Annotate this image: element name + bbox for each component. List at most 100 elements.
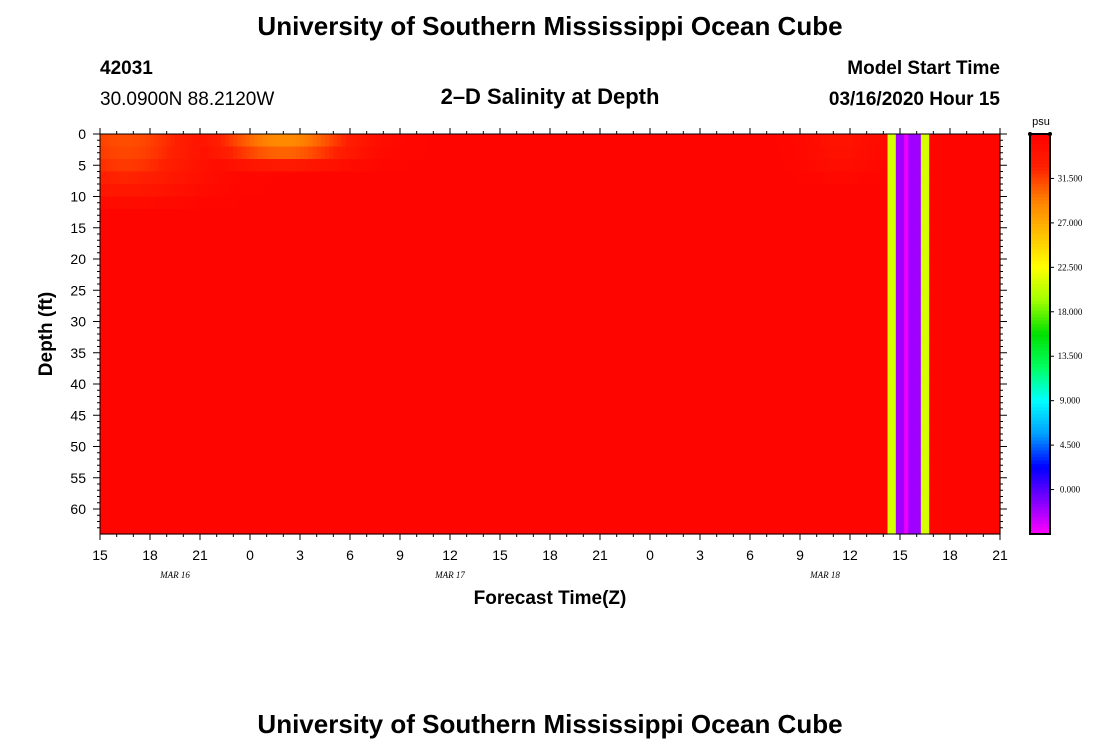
heatmap-cell bbox=[175, 234, 180, 248]
heatmap-cell bbox=[216, 171, 222, 185]
heatmap-cell bbox=[133, 434, 139, 448]
heatmap-cell bbox=[708, 421, 714, 435]
heatmap-cell bbox=[445, 171, 451, 185]
heatmap-cell bbox=[133, 459, 139, 473]
heatmap-cell bbox=[412, 409, 418, 423]
heatmap-cell bbox=[495, 134, 501, 148]
heatmap-cell bbox=[416, 371, 422, 385]
heatmap-cell bbox=[550, 146, 555, 160]
heatmap-cell bbox=[683, 434, 689, 448]
heatmap-cell bbox=[704, 134, 709, 148]
heatmap-cell bbox=[100, 334, 105, 348]
heatmap-cell bbox=[245, 171, 251, 185]
heatmap-cell bbox=[375, 459, 380, 473]
heatmap-cell bbox=[300, 409, 305, 423]
heatmap-cell bbox=[587, 259, 593, 273]
heatmap-cell bbox=[525, 359, 530, 373]
heatmap-cell bbox=[270, 259, 276, 273]
heatmap-cell bbox=[162, 509, 168, 523]
heatmap-cell bbox=[320, 296, 326, 310]
heatmap-cell bbox=[258, 446, 264, 460]
heatmap-cell bbox=[187, 246, 193, 260]
heatmap-cell bbox=[158, 484, 164, 498]
heatmap-cell bbox=[462, 346, 468, 360]
heatmap-cell bbox=[633, 296, 639, 310]
heatmap-cell bbox=[708, 146, 714, 160]
heatmap-cell bbox=[133, 259, 139, 273]
heatmap-cell bbox=[266, 471, 272, 485]
heatmap-cell bbox=[645, 334, 651, 348]
heatmap-cell bbox=[420, 221, 426, 235]
heatmap-cell bbox=[404, 409, 409, 423]
heatmap-cell bbox=[254, 221, 259, 235]
heatmap-cell bbox=[416, 346, 422, 360]
heatmap-cell bbox=[566, 234, 572, 248]
heatmap-cell bbox=[308, 384, 314, 398]
heatmap-cell bbox=[141, 146, 147, 160]
heatmap-cell bbox=[162, 346, 168, 360]
heatmap-cell bbox=[233, 184, 239, 198]
heatmap-cell bbox=[433, 296, 439, 310]
heatmap-cell bbox=[370, 421, 376, 435]
heatmap-cell bbox=[600, 471, 605, 485]
heatmap-cell bbox=[279, 446, 284, 460]
heatmap-cell bbox=[379, 421, 384, 435]
heatmap-cell bbox=[345, 421, 351, 435]
heatmap-cell bbox=[733, 209, 739, 223]
heatmap-cell bbox=[612, 321, 618, 335]
heatmap-cell bbox=[416, 409, 422, 423]
heatmap-cell bbox=[462, 234, 468, 248]
heatmap-cell bbox=[508, 371, 514, 385]
heatmap-cell bbox=[112, 509, 118, 523]
heatmap-cell bbox=[175, 484, 180, 498]
heatmap-cell bbox=[166, 284, 172, 298]
heatmap-cell bbox=[329, 309, 334, 323]
heatmap-cell bbox=[408, 521, 414, 535]
heatmap-cell bbox=[512, 384, 518, 398]
heatmap-cell bbox=[550, 234, 555, 248]
heatmap-cell bbox=[550, 396, 555, 410]
heatmap-cell bbox=[395, 459, 401, 473]
heatmap-cell bbox=[295, 234, 301, 248]
heatmap-cell bbox=[420, 196, 426, 210]
heatmap-cell bbox=[495, 421, 501, 435]
heatmap-cell bbox=[233, 159, 239, 173]
heatmap-cell bbox=[608, 359, 614, 373]
page-title: University of Southern Mississippi Ocean… bbox=[257, 11, 842, 41]
heatmap-cell bbox=[362, 396, 368, 410]
heatmap-cell bbox=[300, 421, 305, 435]
heatmap-cell bbox=[425, 271, 430, 285]
heatmap-cell bbox=[575, 296, 580, 310]
heatmap-cell bbox=[291, 146, 297, 160]
heatmap-cell bbox=[329, 421, 334, 435]
heatmap-cell bbox=[691, 309, 697, 323]
heatmap-cell bbox=[291, 234, 297, 248]
heatmap-cell bbox=[241, 246, 247, 260]
heatmap-cell bbox=[600, 184, 605, 198]
heatmap-cell bbox=[508, 171, 514, 185]
heatmap-cell bbox=[362, 521, 368, 535]
heatmap-cell bbox=[379, 271, 384, 285]
heatmap-cell bbox=[512, 234, 518, 248]
heatmap-cell bbox=[600, 459, 605, 473]
heatmap-cell bbox=[566, 146, 572, 160]
heatmap-cell bbox=[662, 196, 668, 210]
heatmap-cell bbox=[425, 346, 430, 360]
heatmap-cell bbox=[408, 209, 414, 223]
heatmap-cell bbox=[683, 184, 689, 198]
heatmap-cell bbox=[466, 184, 472, 198]
heatmap-cell bbox=[504, 271, 509, 285]
heatmap-cell bbox=[650, 271, 655, 285]
heatmap-cell bbox=[404, 496, 409, 510]
heatmap-cell bbox=[487, 421, 493, 435]
heatmap-cell bbox=[187, 384, 193, 398]
heatmap-cell bbox=[187, 409, 193, 423]
heatmap-cell bbox=[312, 396, 318, 410]
heatmap-cell bbox=[475, 334, 480, 348]
heatmap-cell bbox=[320, 284, 326, 298]
heatmap-cell bbox=[495, 159, 501, 173]
heatmap-cell bbox=[445, 184, 451, 198]
heatmap-cell bbox=[620, 371, 626, 385]
heatmap-cell bbox=[725, 209, 730, 223]
heatmap-cell bbox=[183, 234, 189, 248]
